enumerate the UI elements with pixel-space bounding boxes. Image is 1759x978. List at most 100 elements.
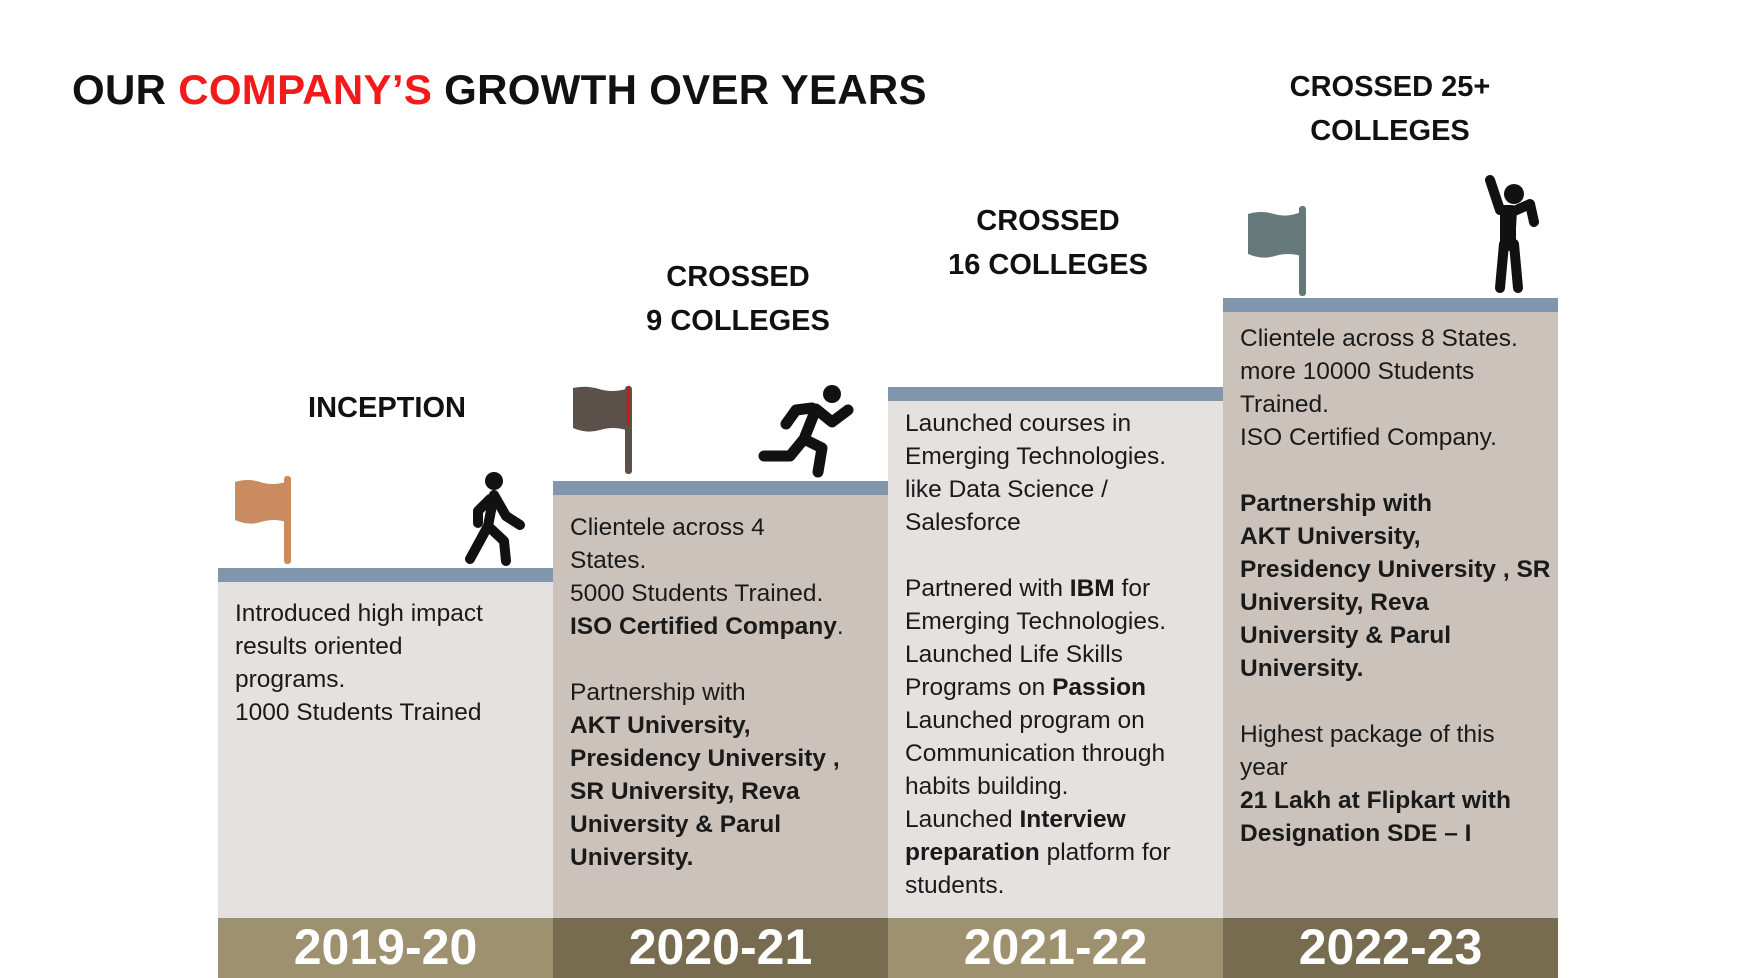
heading-line: CROSSED	[976, 205, 1120, 237]
description-line: SR University, Reva	[570, 775, 844, 808]
cheering-person-icon	[1485, 175, 1539, 293]
text: habits building.	[905, 773, 1069, 800]
description-line: Launched program on	[905, 704, 1171, 737]
description-line: Designation SDE – I	[1240, 817, 1550, 850]
stage-column-2021-22: Launched courses in Emerging Technologies…	[888, 387, 1223, 978]
description-line: 1000 Students Trained	[235, 696, 483, 729]
text: Programs on	[905, 674, 1053, 701]
description-line: AKT University,	[570, 709, 844, 742]
text: like Data Science /	[905, 476, 1108, 503]
bold-text: University, Reva	[1240, 589, 1429, 616]
heading-line: 16 COLLEGES	[948, 249, 1148, 281]
text: .	[836, 613, 844, 640]
stage-column-2019-20: Introduced high impact results oriented pr…	[218, 568, 553, 978]
description-line: Programs on Passion	[905, 671, 1171, 704]
description-line: Partnership with	[570, 676, 844, 709]
bold-text: AKT University,	[1240, 523, 1421, 550]
stage-column-2020-21: Clientele across 4 States. 5000 Students T…	[553, 481, 888, 978]
description-line: Emerging Technologies.	[905, 440, 1171, 473]
description-line: University & Parul	[1240, 619, 1550, 652]
text: Partnered with	[905, 575, 1070, 602]
description-line: Launched courses in	[905, 407, 1171, 440]
description-line: Presidency University , SR	[1240, 553, 1550, 586]
bold-text: University.	[570, 844, 694, 871]
text: programs.	[235, 666, 346, 693]
description-line	[905, 539, 1171, 572]
description-line: Highest package of this	[1240, 718, 1550, 751]
description-line: States.	[570, 544, 844, 577]
description-line: 5000 Students Trained.	[570, 577, 844, 610]
description-line: Clientele across 8 States.	[1240, 322, 1550, 355]
bold-text: University.	[1240, 655, 1364, 682]
bold-text: AKT University,	[570, 712, 751, 739]
bold-text: Designation SDE – I	[1240, 820, 1472, 847]
year-label: 2019-20	[218, 918, 553, 978]
bold-text: SR University, Reva	[570, 778, 800, 805]
text: 5000 Students Trained.	[570, 580, 824, 607]
description-line: Partnered with IBM for	[905, 572, 1171, 605]
description-line: Launched Life Skills	[905, 638, 1171, 671]
stage-description: Clientele across 8 States. more 10000 Stu…	[1240, 322, 1550, 850]
description-line	[1240, 454, 1550, 487]
description-line: University, Reva	[1240, 586, 1550, 619]
text: Partnership with	[570, 679, 746, 706]
heading-line: INCEPTION	[308, 392, 466, 424]
description-line: ISO Certified Company.	[570, 610, 844, 643]
stage-heading-25-colleges: CROSSED 25+ COLLEGES	[1220, 65, 1560, 153]
page-title: OUR COMPANY’S GROWTH OVER YEARS	[72, 66, 927, 114]
description-line: Emerging Technologies.	[905, 605, 1171, 638]
description-line: Communication through	[905, 737, 1171, 770]
stage-description: Launched courses in Emerging Technologies…	[905, 407, 1171, 902]
bold-text: Presidency University , SR	[1240, 556, 1551, 583]
stage-heading-inception: INCEPTION	[217, 386, 557, 430]
running-person-icon	[758, 385, 854, 478]
stage-description: Introduced high impact results oriented pr…	[235, 597, 483, 729]
description-line: Launched Interview	[905, 803, 1171, 836]
year-label: 2020-21	[553, 918, 888, 978]
text: States.	[570, 547, 647, 574]
flag-icon	[573, 386, 632, 474]
bold-text: ISO Certified Company	[570, 613, 837, 640]
bold-text: IBM	[1069, 575, 1115, 602]
description-line: Partnership with	[1240, 487, 1550, 520]
heading-line: 9 COLLEGES	[646, 305, 830, 337]
description-line: Salesforce	[905, 506, 1171, 539]
stage-heading-9-colleges: CROSSED 9 COLLEGES	[568, 255, 908, 343]
text: 1000 Students Trained	[235, 699, 482, 726]
description-line: like Data Science /	[905, 473, 1171, 506]
description-line	[1240, 685, 1550, 718]
title-accent: COMPANY’S	[178, 66, 433, 113]
title-part-2: GROWTH OVER YEARS	[432, 66, 927, 113]
bold-text: Partnership with	[1240, 490, 1432, 517]
description-line: Introduced high impact	[235, 597, 483, 630]
year-label: 2022-23	[1223, 918, 1558, 978]
description-line: Trained.	[1240, 388, 1550, 421]
text: for	[1114, 575, 1151, 602]
text: Emerging Technologies.	[905, 443, 1167, 470]
flag-icon	[235, 476, 291, 564]
heading-line: CROSSED	[666, 261, 810, 293]
stage-panel	[888, 401, 1223, 918]
text: Highest package of this	[1240, 721, 1495, 748]
bold-text: Presidency University ,	[570, 745, 840, 772]
stage-column-2022-23: Clientele across 8 States. more 10000 Stu…	[1223, 298, 1558, 978]
text: more 10000 Students	[1240, 358, 1475, 385]
text: platform for	[1039, 839, 1171, 866]
description-line	[570, 643, 844, 676]
description-line: Clientele across 4	[570, 511, 844, 544]
description-line: ISO Certified Company.	[1240, 421, 1550, 454]
description-line: University.	[1240, 652, 1550, 685]
bold-text: 21 Lakh at Flipkart with	[1240, 787, 1511, 814]
stage-bar	[218, 568, 553, 582]
stage-panel	[553, 495, 888, 918]
year-label: 2021-22	[888, 918, 1223, 978]
text: Launched program on	[905, 707, 1145, 734]
stage-panel	[218, 582, 553, 918]
description-line: year	[1240, 751, 1550, 784]
description-line: AKT University,	[1240, 520, 1550, 553]
description-line: more 10000 Students	[1240, 355, 1550, 388]
stage-bar	[1223, 298, 1558, 312]
text: results oriented	[235, 633, 403, 660]
text: Clientele across 8 States.	[1240, 325, 1518, 352]
flag-icon	[1248, 206, 1306, 296]
